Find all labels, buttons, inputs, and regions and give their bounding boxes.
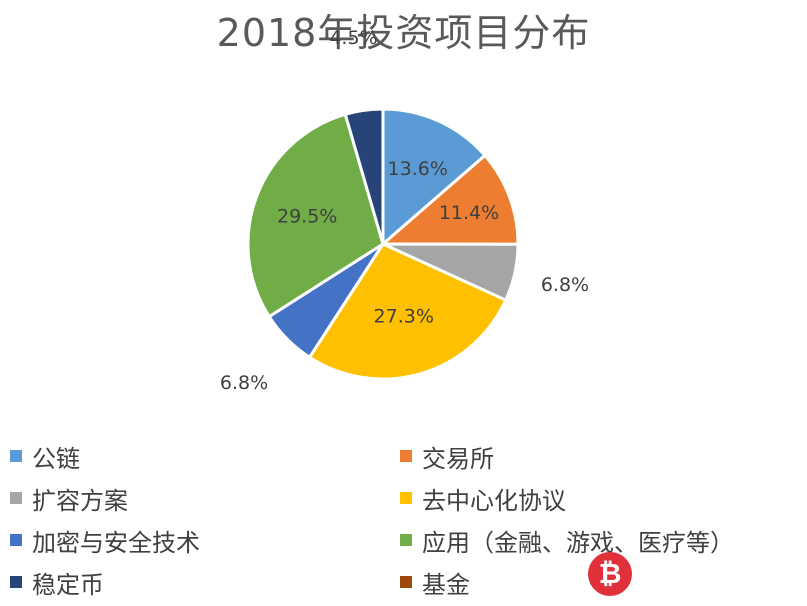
legend-swatch-3 — [400, 492, 412, 504]
pie-slice-3 — [307, 242, 508, 381]
legend-label-3: 去中心化协议 — [422, 486, 566, 515]
pie-slice-0 — [381, 107, 488, 248]
legend-label-6: 稳定币 — [32, 570, 104, 599]
legend-item-2: 扩容方案 — [10, 482, 400, 515]
data-label-6: 4.5% — [329, 27, 377, 49]
legend-swatch-7 — [400, 576, 412, 588]
legend-swatch-4 — [10, 534, 22, 546]
data-label-3: 27.3% — [374, 305, 434, 327]
legend-swatch-2 — [10, 492, 22, 504]
legend-label-1: 交易所 — [422, 444, 494, 473]
legend-swatch-0 — [10, 450, 22, 462]
legend-label-7: 基金 — [422, 570, 470, 599]
data-label-2: 6.8% — [541, 274, 589, 296]
legend-swatch-1 — [400, 450, 412, 462]
legend-item-4: 加密与安全技术 — [10, 524, 400, 557]
legend-item-7: 基金 — [400, 566, 800, 599]
legend-item-0: 公链 — [10, 440, 400, 473]
pie-chart: 13.6% 11.4% 6.8% 27.3% 6.8% 29.5% 4.5% — [220, 27, 589, 394]
chart-title: 2018年投资项目分布 — [216, 11, 591, 55]
pie-slice-1 — [378, 153, 520, 246]
legend-swatch-6 — [10, 576, 22, 588]
data-label-4: 6.8% — [220, 372, 268, 394]
data-label-5: 29.5% — [277, 205, 337, 227]
legend-label-4: 加密与安全技术 — [32, 528, 200, 557]
chart-legend: 公链 交易所扩容方案 去中心化协议加密与安全技术 应用（金融、游戏、医疗等） 稳定币 基金 — [10, 440, 800, 599]
pie-slice-6 — [343, 107, 385, 245]
bitcoin-logo-icon: ₿ — [588, 552, 632, 596]
data-label-0: 13.6% — [388, 158, 448, 180]
legend-label-5: 应用（金融、游戏、医疗等） — [422, 528, 734, 557]
legend-item-1: 交易所 — [400, 440, 800, 473]
pie-slice-5 — [246, 112, 385, 319]
legend-item-3: 去中心化协议 — [400, 482, 800, 515]
legend-item-6: 稳定币 — [10, 566, 400, 599]
legend-label-2: 扩容方案 — [32, 486, 128, 515]
legend-item-5: 应用（金融、游戏、医疗等） — [400, 524, 800, 557]
data-label-1: 11.4% — [439, 202, 499, 224]
legend-swatch-5 — [400, 534, 412, 546]
legend-label-0: 公链 — [32, 444, 80, 473]
